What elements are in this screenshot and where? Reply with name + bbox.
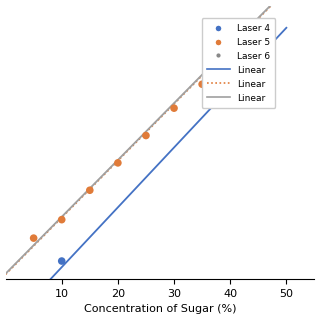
Point [200, 82, 205, 87]
Point [59, 259, 64, 264]
Point [228, 30, 233, 36]
Point [31, 236, 36, 241]
Legend: Laser 4, Laser 5, Laser 6, Linear, Linear, Linear: Laser 4, Laser 5, Laser 6, Linear, Linea… [202, 18, 275, 108]
Point [172, 106, 177, 111]
Point [115, 160, 120, 165]
Point [59, 217, 64, 222]
X-axis label: Concentration of Sugar (%): Concentration of Sugar (%) [84, 304, 236, 315]
Point [143, 133, 148, 138]
Point [87, 188, 92, 193]
